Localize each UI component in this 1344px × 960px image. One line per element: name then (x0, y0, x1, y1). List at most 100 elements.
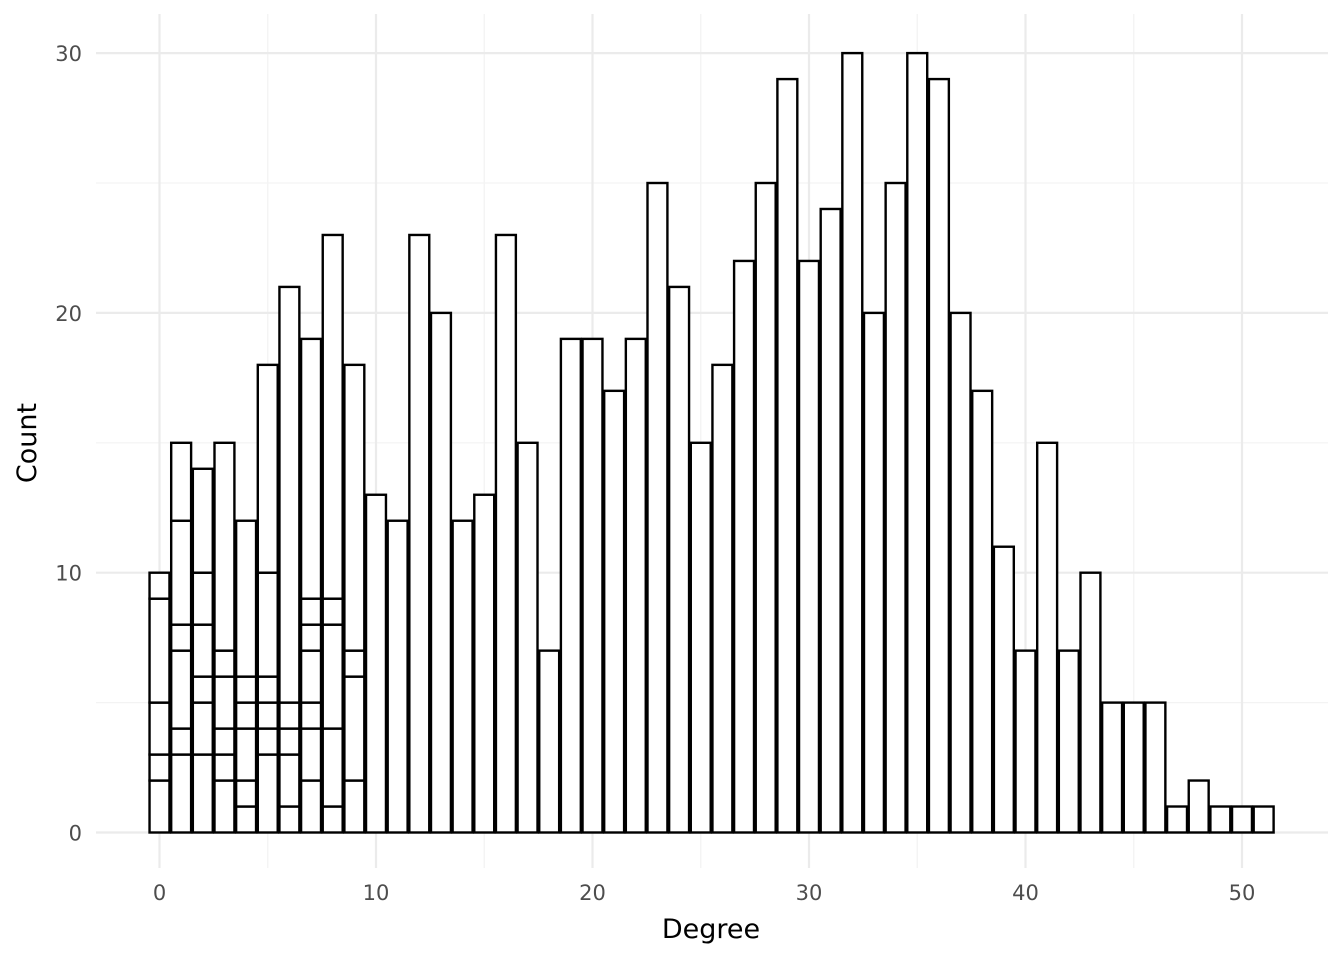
y-axis-tick-labels: 0 10 20 30 (55, 42, 82, 845)
bar-segment (169, 727, 193, 756)
bar-segment (299, 649, 323, 704)
x-axis-tick-labels: 0 10 20 30 40 50 (153, 881, 1256, 905)
bar-segment (429, 311, 453, 834)
bar-segment (213, 675, 236, 730)
bar-segment (797, 259, 821, 834)
bar-segment (256, 727, 279, 756)
bar-segment (1057, 649, 1080, 834)
bar-segment (256, 753, 279, 834)
bar-segment (386, 519, 409, 834)
bar-segment (191, 623, 214, 678)
bar-segment (559, 337, 583, 834)
y-tick-label: 0 (69, 822, 82, 846)
bar-segment (234, 701, 258, 730)
bar-segment (1100, 701, 1124, 834)
bar-segment (278, 285, 301, 704)
bar-segment (278, 727, 301, 756)
bar-segment (213, 727, 236, 756)
bar-segment (148, 753, 171, 782)
bar-segment (949, 311, 972, 834)
x-axis-title: Degree (662, 914, 760, 945)
bar-segment (451, 519, 474, 834)
x-tick-label: 0 (153, 881, 166, 905)
bars (148, 51, 1275, 834)
bar-segment (148, 597, 171, 704)
bar-segment (343, 649, 366, 678)
bar-segment (299, 597, 323, 626)
y-tick-label: 20 (55, 302, 82, 326)
bar-segment (992, 545, 1016, 834)
bar-segment (213, 779, 236, 834)
bar-segment (646, 181, 669, 834)
bar-segment (1122, 701, 1145, 834)
bar-segment (234, 727, 258, 782)
bar-segment (602, 389, 626, 834)
bar-segment (689, 441, 712, 834)
bar-segment (234, 675, 258, 704)
bar-segment (364, 493, 388, 834)
bar-segment (234, 779, 258, 808)
bar-segment (1144, 701, 1167, 834)
bar-segment (299, 337, 323, 600)
bar-segment (1079, 571, 1102, 834)
bar-segment (213, 649, 236, 678)
bar-segment (169, 753, 193, 834)
bar-segment (516, 441, 539, 834)
bar-segment (321, 805, 344, 834)
bar-segment (234, 805, 258, 834)
bar-segment (278, 701, 301, 730)
bar-segment (234, 519, 258, 678)
bar-segment (1209, 805, 1232, 834)
bar-segment (711, 363, 734, 834)
bar-segment (213, 441, 236, 652)
bar-segment (256, 701, 279, 730)
x-tick-label: 10 (363, 881, 390, 905)
bar-segment (343, 675, 366, 782)
bar-segment (667, 285, 691, 834)
bar-segment (1014, 649, 1037, 834)
bar-segment (1230, 805, 1254, 834)
bar-segment (624, 337, 647, 834)
bar-segment (169, 441, 193, 522)
x-tick-label: 50 (1229, 881, 1256, 905)
bar-segment (473, 493, 496, 834)
bar-segment (191, 467, 214, 574)
bar-segment (776, 77, 799, 834)
bar-segment (841, 51, 864, 834)
bar-segment (256, 363, 279, 574)
bar-segment (278, 805, 301, 834)
bar-segment (819, 207, 842, 834)
bar-segment (148, 571, 171, 600)
bar-segment (321, 623, 344, 730)
bar-segment (299, 623, 323, 652)
bar-segment (278, 753, 301, 808)
y-tick-label: 10 (55, 562, 82, 586)
bar-segment (494, 233, 518, 834)
bar-segment (538, 649, 561, 834)
bar-segment (906, 51, 929, 834)
x-tick-label: 20 (579, 881, 606, 905)
bar-segment (213, 753, 236, 782)
bar-segment (299, 727, 323, 782)
bar-segment (884, 181, 907, 834)
bar-segment (1187, 779, 1210, 834)
y-tick-label: 30 (55, 42, 82, 66)
bar-segment (1165, 805, 1189, 834)
bar-segment (321, 597, 344, 626)
bar-segment (148, 779, 171, 834)
bar-segment (191, 753, 214, 834)
x-tick-label: 30 (796, 881, 823, 905)
y-axis-title: Count (12, 403, 43, 483)
bar-segment (169, 519, 193, 626)
x-tick-label: 40 (1012, 881, 1039, 905)
bar-segment (754, 181, 777, 834)
bar-segment (299, 779, 323, 834)
bar-segment (148, 701, 171, 756)
bar-segment (299, 701, 323, 730)
bar-segment (191, 701, 214, 756)
bar-segment (321, 727, 344, 808)
bar-segment (1035, 441, 1059, 834)
bar-segment (191, 571, 214, 626)
bar-segment (256, 571, 279, 678)
bar-segment (169, 623, 193, 652)
